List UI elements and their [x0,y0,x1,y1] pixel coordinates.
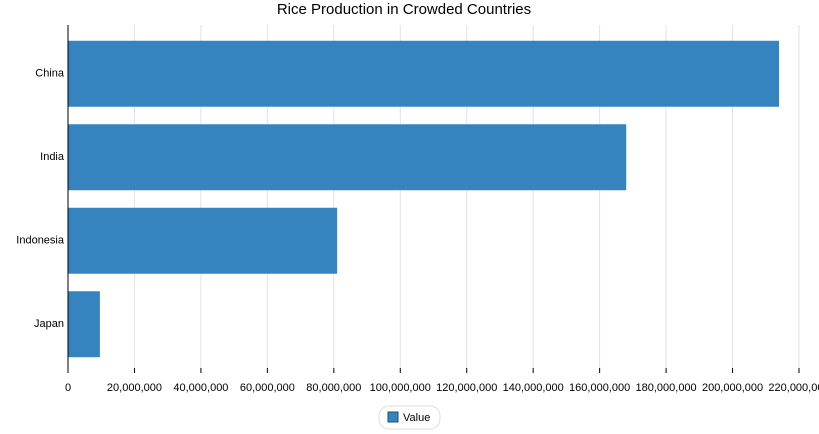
x-tick-label: 120,000,000 [436,382,497,394]
bar [68,40,780,107]
legend-label: Value [403,412,430,424]
y-tick-label: China [35,68,65,80]
x-tick-label: 40,000,000 [173,382,228,394]
x-tick-label: 0 [65,382,71,394]
x-tick-label: 80,000,000 [306,382,361,394]
x-tick-label: 60,000,000 [240,382,295,394]
y-tick-label: India [40,151,65,163]
bar [68,124,627,191]
y-tick-label: Indonesia [16,235,65,247]
x-tick-label: 160,000,000 [569,382,630,394]
chart-title: Rice Production in Crowded Countries [277,1,531,18]
legend-swatch [387,411,399,423]
x-tick-label: 20,000,000 [107,382,162,394]
x-tick-label: 180,000,000 [636,382,697,394]
x-tick-label: 220,000,000 [768,382,819,394]
legend: Value [378,405,441,430]
y-tick-label: Japan [34,318,64,330]
x-tick-label: 100,000,000 [370,382,431,394]
bar [68,291,100,358]
x-tick-label: 200,000,000 [702,382,763,394]
x-tick-label: 140,000,000 [503,382,564,394]
bar [68,207,338,274]
